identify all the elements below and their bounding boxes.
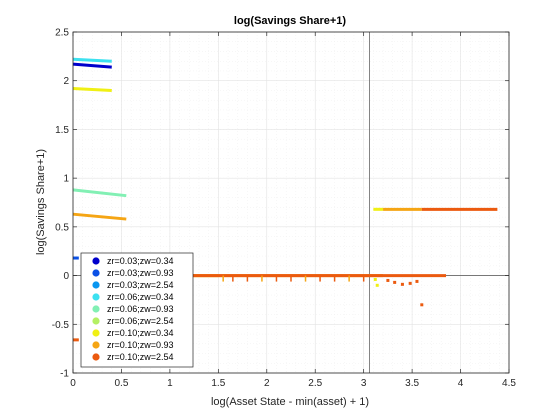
legend-entry-label: zr=0.06;zw=2.54 (107, 316, 174, 326)
legend-entry-label: zr=0.10;zw=0.93 (107, 340, 174, 350)
legend-entry-label: zr=0.10;zw=0.34 (107, 328, 174, 338)
legend-marker (92, 281, 100, 289)
y-tick-label: 2 (63, 76, 69, 87)
y-tick-label: 1 (63, 174, 69, 185)
y-tick-label: 0.5 (55, 222, 69, 233)
y-tick-label: -0.5 (52, 320, 70, 331)
plot-frame (72, 31, 510, 374)
x-tick-label: 2.5 (308, 378, 322, 389)
series-9-point (420, 303, 424, 307)
legend: zr=0.03;zw=0.34 zr=0.03;zw=0.93 zr=0.03;zw… (80, 252, 194, 368)
x-tick-label: 4.5 (502, 378, 516, 389)
legend-marker (92, 305, 100, 313)
x-tick-label: 1.5 (211, 378, 225, 389)
series-9-point (393, 280, 397, 284)
x-tick-label: 3.5 (405, 378, 419, 389)
series-9-point (386, 278, 390, 282)
series-7-point (375, 283, 379, 287)
legend-marker (92, 257, 100, 265)
legend-box (80, 252, 194, 368)
series-9-point (400, 282, 404, 286)
grid (72, 31, 510, 374)
x-axis-ticks: 0 0.5 1 1.5 2 2.5 3 3.5 4 4.5 (70, 32, 516, 389)
legend-entry-label: zr=0.10;zw=2.54 (107, 352, 174, 362)
y-tick-label: 0 (63, 271, 69, 282)
x-axis-label: log(Asset State - min(asset) + 1) (211, 396, 369, 408)
series-9-point (415, 279, 419, 283)
series-7-point (373, 277, 377, 281)
x-tick-label: 1 (167, 378, 173, 389)
series-1-segment (72, 62, 112, 69)
y-tick-label: 2.5 (55, 28, 69, 39)
x-tick-label: 0 (70, 378, 76, 389)
y-tick-label: 1.5 (55, 125, 69, 136)
series-5-segment (72, 188, 127, 198)
chart-title: log(Savings Share+1) (234, 15, 347, 27)
legend-marker (92, 317, 100, 325)
legend-marker (92, 353, 100, 361)
x-tick-label: 2 (264, 378, 270, 389)
x-tick-label: 3 (361, 378, 367, 389)
y-axis-ticks: -1 -0.5 0 0.5 1 1.5 2 2.5 (52, 28, 509, 380)
x-tick-label: 0.5 (114, 378, 128, 389)
legend-entry-label: zr=0.03;zw=0.93 (107, 268, 174, 278)
legend-entry-label: zr=0.03;zw=2.54 (107, 280, 174, 290)
series-4-segment (72, 57, 112, 63)
legend-marker (92, 269, 100, 277)
series-8-segment (72, 212, 127, 221)
legend-marker (92, 293, 100, 301)
x-tick-label: 4 (458, 378, 464, 389)
legend-entry-label: zr=0.06;zw=0.93 (107, 304, 174, 314)
legend-entry-label: zr=0.06;zw=0.34 (107, 292, 174, 302)
legend-marker (92, 341, 100, 349)
series-9-point (408, 281, 412, 285)
y-tick-label: -1 (60, 369, 69, 380)
series-7-segment (72, 87, 112, 92)
legend-entry-label: zr=0.03;zw=0.34 (107, 256, 174, 266)
y-axis-label: log(Savings Share+1) (35, 149, 47, 255)
legend-marker (92, 329, 100, 337)
